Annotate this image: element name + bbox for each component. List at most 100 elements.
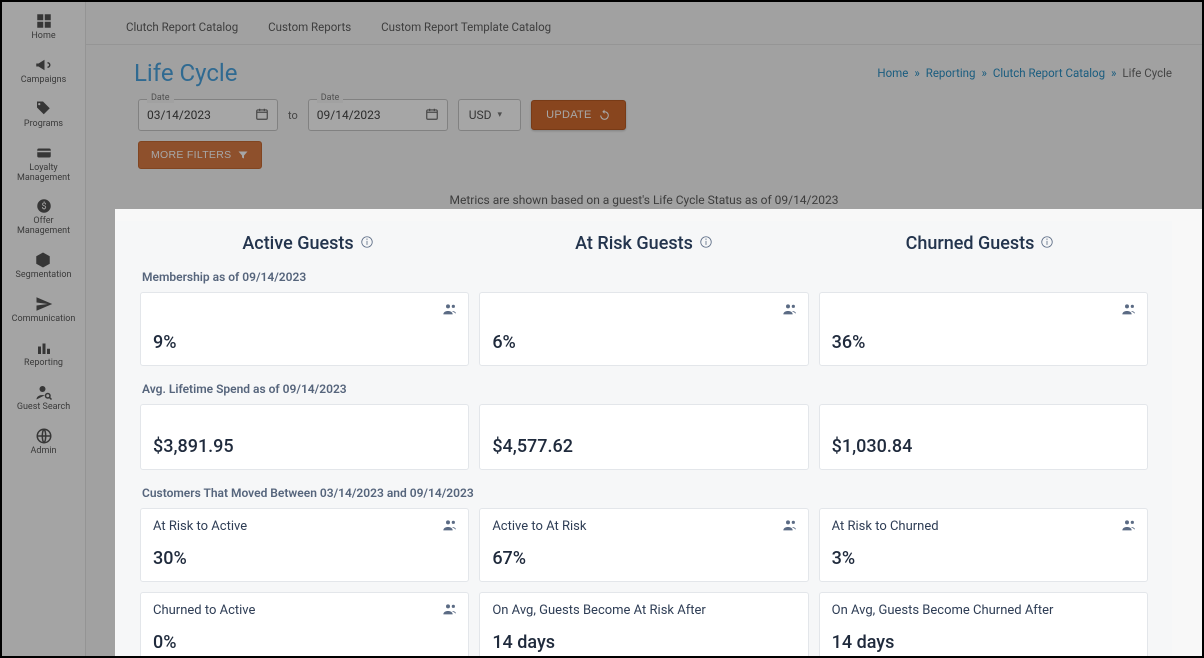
people-icon bbox=[442, 601, 458, 621]
sidebar-item-label: Communication bbox=[12, 315, 76, 325]
sidebar-item-admin[interactable]: Admin bbox=[31, 427, 57, 457]
sidebar-item-offer[interactable]: $ Offer Management bbox=[8, 197, 80, 237]
spend-row: $3,891.95 $4,577.62 $1,030.84 bbox=[140, 404, 1148, 470]
send-icon bbox=[35, 295, 53, 313]
card-title: At Risk to Active bbox=[153, 519, 247, 534]
card-membership-active: 9% bbox=[140, 292, 469, 366]
breadcrumb-current: Life Cycle bbox=[1122, 66, 1172, 80]
dollar-icon: $ bbox=[35, 197, 53, 215]
date-from-value: 03/14/2023 bbox=[147, 108, 211, 122]
card-value: 30% bbox=[153, 548, 456, 569]
card-value: 67% bbox=[492, 548, 795, 569]
card-atrisk-to-churned: At Risk to Churned 3% bbox=[819, 508, 1148, 582]
col-header-active: Active Guests bbox=[140, 233, 476, 254]
top-tabs: Clutch Report Catalog Custom Reports Cus… bbox=[86, 2, 1202, 45]
sidebar-item-label: Admin bbox=[31, 447, 57, 457]
card-title: On Avg, Guests Become At Risk After bbox=[492, 603, 705, 618]
column-headers: Active Guests At Risk Guests Churned Gue… bbox=[140, 233, 1148, 254]
calendar-icon bbox=[255, 107, 269, 124]
update-label: UPDATE bbox=[546, 109, 592, 121]
sidebar-item-home[interactable]: Home bbox=[31, 12, 55, 42]
caret-down-icon: ▾ bbox=[498, 110, 503, 120]
sidebar-item-label: Campaigns bbox=[21, 76, 66, 86]
sidebar-item-label: Offer Management bbox=[8, 217, 80, 237]
col-header-label: Active Guests bbox=[242, 233, 353, 254]
card-value: 6% bbox=[492, 332, 795, 353]
col-header-label: Churned Guests bbox=[906, 233, 1035, 254]
date-from-label: Date bbox=[147, 93, 174, 103]
home-icon bbox=[35, 12, 53, 30]
sidebar-item-guest-search[interactable]: Guest Search bbox=[17, 383, 70, 413]
currency-select[interactable]: USD ▾ bbox=[458, 99, 521, 131]
breadcrumb-sep: » bbox=[914, 66, 919, 80]
date-from-field[interactable]: Date 03/14/2023 bbox=[138, 99, 278, 131]
card-churned-to-active: Churned to Active 0% bbox=[140, 592, 469, 656]
sidebar-item-reporting[interactable]: Reporting bbox=[24, 339, 63, 369]
card-membership-atrisk: 6% bbox=[479, 292, 808, 366]
tab-custom-reports[interactable]: Custom Reports bbox=[268, 20, 351, 34]
card-value: 3% bbox=[832, 548, 1135, 569]
card-value: $3,891.95 bbox=[153, 436, 456, 457]
main-area: Clutch Report Catalog Custom Reports Cus… bbox=[86, 2, 1202, 656]
breadcrumb: Home » Reporting » Clutch Report Catalog… bbox=[877, 66, 1172, 80]
box-icon bbox=[34, 251, 52, 269]
sidebar-item-label: Reporting bbox=[24, 359, 63, 369]
date-to-field[interactable]: Date 09/14/2023 bbox=[308, 99, 448, 131]
membership-row: 9% 6% 36% bbox=[140, 292, 1148, 366]
card-title: Churned to Active bbox=[153, 603, 255, 618]
more-filters-label: MORE FILTERS bbox=[151, 149, 231, 161]
card-title: On Avg, Guests Become Churned After bbox=[832, 603, 1054, 618]
info-icon[interactable] bbox=[699, 233, 713, 254]
more-filters-button[interactable]: MORE FILTERS bbox=[138, 141, 262, 169]
card-value: $1,030.84 bbox=[832, 436, 1135, 457]
sidebar-item-campaigns[interactable]: Campaigns bbox=[21, 56, 66, 86]
chart-icon bbox=[35, 339, 53, 357]
moved-row-1: At Risk to Active 30% Active to At Risk … bbox=[140, 508, 1148, 582]
info-icon[interactable] bbox=[1040, 233, 1054, 254]
moved-row-2: Churned to Active 0% On Avg, Guests Beco… bbox=[140, 592, 1148, 656]
people-icon bbox=[1121, 517, 1137, 537]
sidebar-item-communication[interactable]: Communication bbox=[12, 295, 76, 325]
megaphone-icon bbox=[34, 56, 52, 74]
card-value: 36% bbox=[832, 332, 1135, 353]
currency-value: USD bbox=[469, 108, 492, 122]
breadcrumb-reporting[interactable]: Reporting bbox=[926, 66, 976, 80]
person-search-icon bbox=[35, 383, 53, 401]
breadcrumb-catalog[interactable]: Clutch Report Catalog bbox=[993, 66, 1105, 80]
card-value: 0% bbox=[153, 632, 456, 653]
card-avg-atrisk-after: On Avg, Guests Become At Risk After 14 d… bbox=[479, 592, 808, 656]
card-membership-churned: 36% bbox=[819, 292, 1148, 366]
section-moved-label: Customers That Moved Between 03/14/2023 … bbox=[142, 486, 1148, 500]
tab-clutch-report-catalog[interactable]: Clutch Report Catalog bbox=[126, 20, 238, 34]
card-active-to-atrisk: Active to At Risk 67% bbox=[479, 508, 808, 582]
card-icon bbox=[35, 144, 53, 162]
tag-icon bbox=[34, 100, 52, 118]
sidebar-item-label: Loyalty Management bbox=[8, 164, 80, 184]
sidebar-item-label: Home bbox=[31, 32, 55, 42]
tab-custom-report-template-catalog[interactable]: Custom Report Template Catalog bbox=[381, 20, 551, 34]
sidebar: Home Campaigns Programs Loyalty Manageme… bbox=[2, 2, 86, 656]
card-value: 14 days bbox=[492, 632, 795, 653]
sidebar-item-loyalty[interactable]: Loyalty Management bbox=[8, 144, 80, 184]
col-header-label: At Risk Guests bbox=[575, 233, 693, 254]
sidebar-item-label: Programs bbox=[24, 120, 63, 130]
sidebar-item-segmentation[interactable]: Segmentation bbox=[16, 251, 72, 281]
filter-icon bbox=[237, 149, 249, 161]
breadcrumb-home[interactable]: Home bbox=[877, 66, 908, 80]
info-icon[interactable] bbox=[360, 233, 374, 254]
page-title: Life Cycle bbox=[134, 59, 237, 87]
filter-row: Date 03/14/2023 to Date 09/14/2023 USD ▾… bbox=[116, 93, 1172, 131]
card-title: Active to At Risk bbox=[492, 519, 586, 534]
card-title: At Risk to Churned bbox=[832, 519, 939, 534]
svg-text:$: $ bbox=[41, 201, 46, 212]
people-icon bbox=[442, 301, 458, 321]
card-spend-active: $3,891.95 bbox=[140, 404, 469, 470]
people-icon bbox=[782, 517, 798, 537]
globe-icon bbox=[35, 427, 53, 445]
date-to-value: 09/14/2023 bbox=[317, 108, 381, 122]
people-icon bbox=[442, 517, 458, 537]
update-button[interactable]: UPDATE bbox=[531, 100, 626, 130]
card-value: 9% bbox=[153, 332, 456, 353]
col-header-atrisk: At Risk Guests bbox=[476, 233, 812, 254]
sidebar-item-programs[interactable]: Programs bbox=[24, 100, 63, 130]
